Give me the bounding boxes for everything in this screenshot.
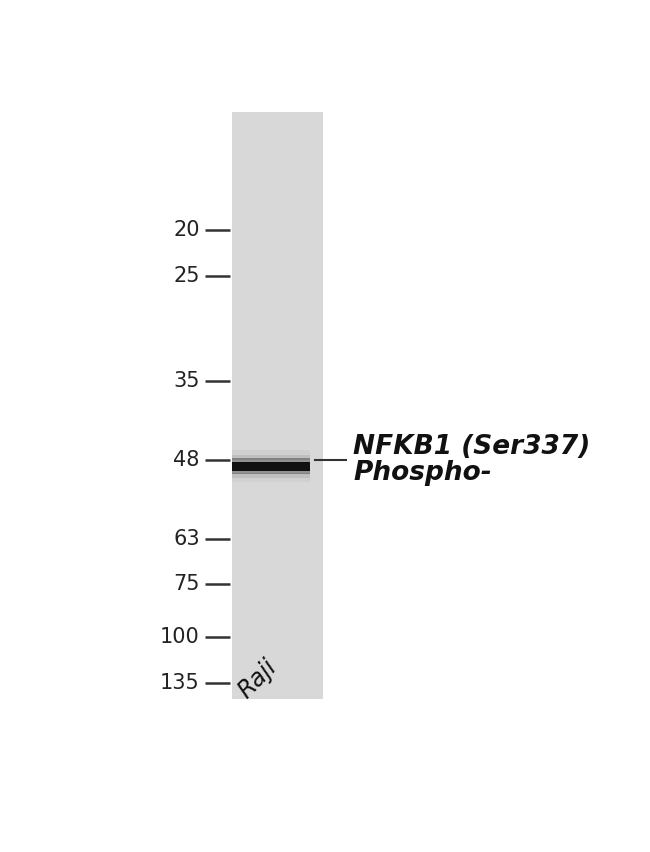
- Text: Raji: Raji: [233, 654, 281, 703]
- Bar: [233, 112, 323, 699]
- Text: 135: 135: [160, 673, 200, 693]
- Text: Phospho-: Phospho-: [354, 460, 492, 486]
- Text: 100: 100: [160, 627, 200, 647]
- Bar: [233, 468, 311, 475]
- Text: 75: 75: [173, 574, 200, 595]
- Text: 63: 63: [173, 528, 200, 549]
- Bar: [233, 458, 311, 465]
- Text: 20: 20: [173, 220, 200, 240]
- Bar: [233, 455, 311, 460]
- Text: 35: 35: [173, 371, 200, 391]
- Text: NFKB1 (Ser337): NFKB1 (Ser337): [354, 434, 591, 460]
- Bar: [233, 478, 311, 482]
- Text: 48: 48: [174, 450, 200, 469]
- Text: 25: 25: [173, 266, 200, 286]
- Bar: [233, 473, 311, 478]
- Bar: [233, 451, 311, 455]
- Bar: [233, 462, 311, 470]
